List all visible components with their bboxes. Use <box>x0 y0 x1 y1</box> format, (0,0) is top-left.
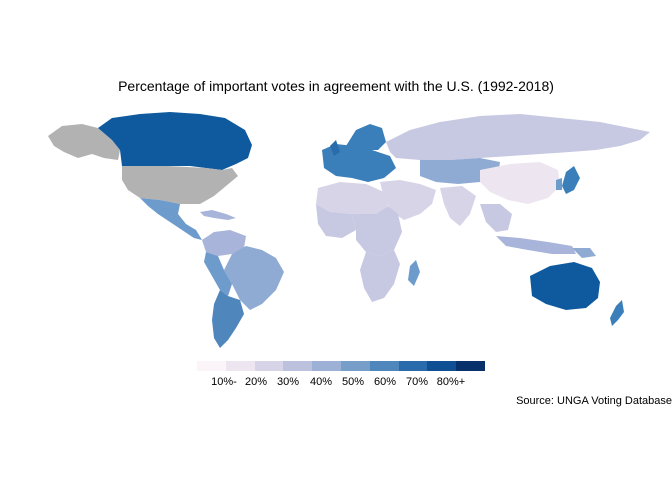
legend-labels: 10%- 20% 30% 40% 50% 60% 70% 80%+ <box>197 376 485 392</box>
legend-swatch <box>254 361 284 371</box>
legend-label: 80%+ <box>436 376 466 388</box>
legend-color-bar <box>197 361 485 371</box>
region-southeast-asia <box>480 204 512 232</box>
region-europe <box>322 144 396 182</box>
map-title: Percentage of important votes in agreeme… <box>118 78 554 94</box>
region-scandinavia <box>346 124 386 150</box>
region-russia <box>386 114 650 160</box>
region-central-east-africa <box>352 206 402 256</box>
region-australia <box>530 262 600 310</box>
region-india <box>440 186 476 226</box>
region-uk <box>330 140 340 156</box>
region-middle-east <box>380 180 436 220</box>
legend-label: 40% <box>309 376 333 388</box>
legend-label: 10%- <box>211 376 237 388</box>
legend-swatch <box>225 361 255 371</box>
source-note: Source: UNGA Voting Database <box>516 395 672 407</box>
region-japan <box>562 166 580 194</box>
region-west-africa <box>316 204 356 238</box>
legend-swatch <box>283 361 313 371</box>
region-new-zealand <box>610 300 624 326</box>
region-southern-africa <box>360 250 400 302</box>
region-madagascar <box>408 260 420 286</box>
legend-swatch <box>369 361 399 371</box>
legend-label: 60% <box>373 376 397 388</box>
region-andes <box>204 252 232 296</box>
legend-label: 50% <box>341 376 365 388</box>
legend-swatch <box>340 361 370 371</box>
region-china <box>480 162 560 204</box>
color-legend: 10%- 20% 30% 40% 50% 60% 70% 80%+ <box>197 361 485 392</box>
region-maritime-asia <box>496 236 576 254</box>
legend-label: 30% <box>276 376 300 388</box>
region-canada <box>98 112 252 170</box>
legend-swatch <box>427 361 457 371</box>
region-caribbean <box>200 210 236 220</box>
region-north-africa <box>316 182 388 214</box>
region-southern-cone <box>212 290 244 348</box>
region-brazil <box>224 246 284 310</box>
region-usa <box>122 166 238 204</box>
legend-swatch <box>456 361 485 371</box>
region-alaska <box>48 124 120 160</box>
legend-swatch <box>398 361 428 371</box>
legend-label: 20% <box>244 376 268 388</box>
region-korea <box>556 178 562 190</box>
region-png <box>572 248 596 258</box>
region-mexico <box>140 198 202 240</box>
legend-label: 70% <box>405 376 429 388</box>
legend-swatch <box>197 361 226 371</box>
region-colombia-venezuela <box>202 230 246 256</box>
legend-swatch <box>312 361 341 371</box>
